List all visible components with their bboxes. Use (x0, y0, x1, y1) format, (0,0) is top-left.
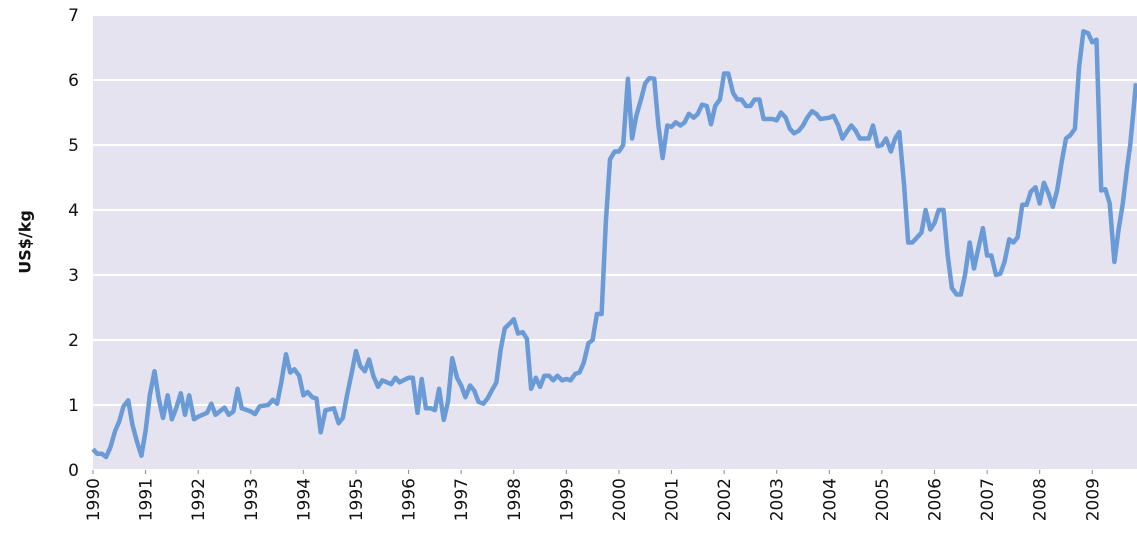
x-tick-label: 1997 (452, 478, 472, 521)
y-tick-label: 7 (68, 6, 79, 26)
x-tick-label: 2008 (1031, 478, 1051, 521)
x-tick-label: 2007 (978, 478, 998, 521)
y-tick-label: 3 (68, 266, 79, 286)
x-tick-label: 2009 (1083, 478, 1103, 521)
x-tick-label: 1994 (294, 478, 314, 521)
x-tick-label: 1999 (557, 478, 577, 521)
y-tick-label: 6 (68, 71, 79, 91)
data-line (91, 29, 1137, 460)
plot-area (93, 15, 1137, 470)
x-tick-label: 1991 (137, 478, 157, 521)
x-tick-label: 2004 (820, 478, 840, 521)
x-tick-label: 1992 (189, 478, 209, 521)
x-tick-label: 2000 (610, 478, 630, 521)
y-tick-label: 5 (68, 136, 79, 156)
x-tick-label: 1995 (347, 478, 367, 521)
y-axis-label: US$/kg (16, 210, 35, 274)
x-tick-label: 1993 (242, 478, 262, 521)
y-tick-label: 0 (68, 461, 79, 481)
x-tick-label: 2005 (873, 478, 893, 521)
x-tick-label: 2002 (715, 478, 735, 521)
x-tick-label: 1996 (400, 478, 420, 521)
y-tick-label: 4 (68, 201, 79, 221)
x-tick-label: 2006 (926, 478, 946, 521)
x-tick-label: 1990 (84, 478, 104, 521)
y-tick-label: 1 (68, 396, 79, 416)
y-tick-label: 2 (68, 331, 79, 351)
x-tick-label: 2001 (663, 478, 683, 521)
x-tick-label: 1998 (505, 478, 525, 521)
x-tick-label: 2003 (768, 478, 788, 521)
